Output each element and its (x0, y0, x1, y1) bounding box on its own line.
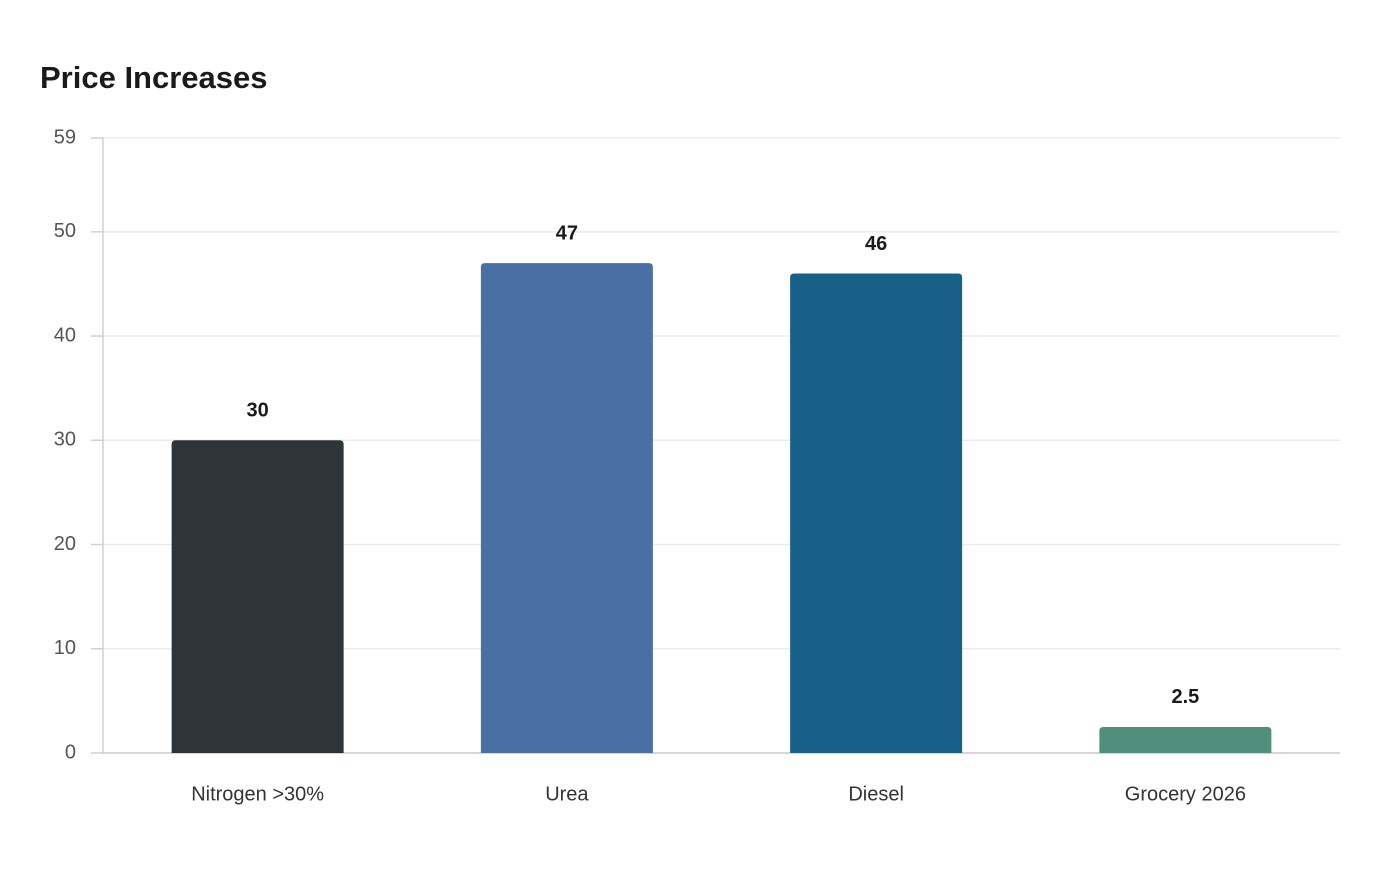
y-tick-label: 50 (54, 220, 76, 242)
x-tick-label: Urea (545, 783, 589, 805)
y-tick-label: 40 (54, 324, 76, 346)
y-tick-label: 59 (54, 126, 76, 148)
bar (171, 440, 344, 753)
y-tick-label: 20 (54, 533, 76, 555)
x-tick-label: Diesel (848, 783, 904, 805)
value-label: 30 (247, 400, 269, 422)
bar (1099, 726, 1272, 753)
y-tick-label: 0 (65, 741, 76, 763)
value-label: 47 (556, 222, 578, 244)
x-tick-label: Grocery 2026 (1125, 783, 1246, 805)
value-label: 2.5 (1171, 686, 1199, 708)
chart-title: Price Increases (40, 60, 268, 95)
y-tick-label: 30 (54, 429, 76, 451)
x-tick-label: Nitrogen >30% (191, 783, 324, 805)
bar (790, 273, 963, 753)
y-tick-label: 10 (54, 637, 76, 659)
value-label: 46 (865, 233, 887, 255)
bar (480, 263, 653, 753)
